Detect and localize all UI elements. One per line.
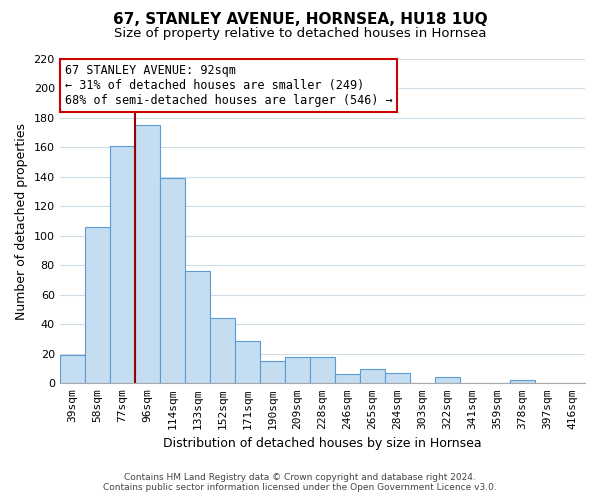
Bar bbox=[385, 373, 410, 384]
Text: 67, STANLEY AVENUE, HORNSEA, HU18 1UQ: 67, STANLEY AVENUE, HORNSEA, HU18 1UQ bbox=[113, 12, 487, 28]
Text: Size of property relative to detached houses in Hornsea: Size of property relative to detached ho… bbox=[114, 28, 486, 40]
Bar bbox=[335, 374, 360, 384]
Bar bbox=[260, 361, 285, 384]
Bar bbox=[160, 178, 185, 384]
Text: 67 STANLEY AVENUE: 92sqm
← 31% of detached houses are smaller (249)
68% of semi-: 67 STANLEY AVENUE: 92sqm ← 31% of detach… bbox=[65, 64, 392, 107]
Bar bbox=[510, 380, 535, 384]
Bar bbox=[110, 146, 135, 384]
Bar bbox=[235, 340, 260, 384]
Text: Contains HM Land Registry data © Crown copyright and database right 2024.
Contai: Contains HM Land Registry data © Crown c… bbox=[103, 473, 497, 492]
Bar bbox=[310, 357, 335, 384]
Bar bbox=[360, 368, 385, 384]
Bar bbox=[210, 318, 235, 384]
Bar bbox=[435, 378, 460, 384]
Bar bbox=[185, 272, 210, 384]
Bar bbox=[85, 227, 110, 384]
Bar bbox=[135, 126, 160, 384]
Y-axis label: Number of detached properties: Number of detached properties bbox=[15, 122, 28, 320]
X-axis label: Distribution of detached houses by size in Hornsea: Distribution of detached houses by size … bbox=[163, 437, 482, 450]
Bar bbox=[285, 357, 310, 384]
Bar bbox=[59, 356, 85, 384]
